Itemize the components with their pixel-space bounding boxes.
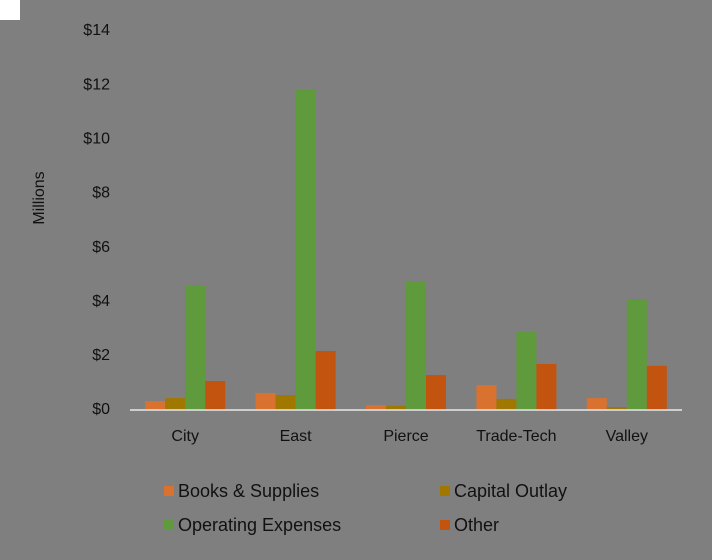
bar	[165, 398, 186, 410]
bar	[366, 405, 386, 410]
edge-artifact	[0, 0, 20, 20]
bar	[205, 381, 226, 410]
x-tick-label: East	[280, 428, 313, 445]
y-tick-label: $4	[92, 293, 110, 310]
x-tick-label: Trade-Tech	[476, 428, 556, 445]
legend-swatch	[164, 486, 174, 496]
y-tick-label: $14	[83, 22, 110, 39]
y-tick-label: $10	[83, 131, 110, 148]
bar	[586, 398, 607, 410]
legend-label: Capital Outlay	[454, 481, 567, 501]
bar	[145, 401, 166, 410]
bar	[315, 350, 336, 410]
legend-swatch	[440, 520, 450, 530]
legend-label: Books & Supplies	[178, 481, 319, 501]
bar	[426, 375, 446, 410]
x-tick-label: Valley	[606, 428, 648, 445]
x-tick-label: City	[171, 428, 199, 445]
bar	[295, 90, 316, 410]
y-tick-label: $6	[92, 239, 110, 256]
bar	[536, 363, 557, 410]
legend-label: Other	[454, 515, 499, 535]
bar	[646, 365, 667, 410]
bar	[496, 398, 517, 410]
y-axis-label: Millions	[31, 171, 48, 224]
legend-swatch	[440, 486, 450, 496]
y-tick-label: $12	[83, 76, 110, 93]
y-tick-label: $0	[92, 401, 110, 418]
bar	[606, 407, 627, 410]
legend-swatch	[164, 520, 174, 530]
x-tick-label: Pierce	[383, 428, 428, 445]
y-tick-label: $2	[92, 347, 110, 364]
bar	[255, 392, 276, 410]
bar	[386, 405, 406, 410]
bar	[476, 385, 497, 410]
bar	[275, 395, 296, 410]
legend-label: Operating Expenses	[178, 515, 341, 535]
y-tick-label: $8	[92, 185, 110, 202]
bar	[516, 332, 537, 410]
bar	[406, 281, 426, 410]
bar	[626, 299, 647, 410]
bar	[185, 286, 206, 410]
